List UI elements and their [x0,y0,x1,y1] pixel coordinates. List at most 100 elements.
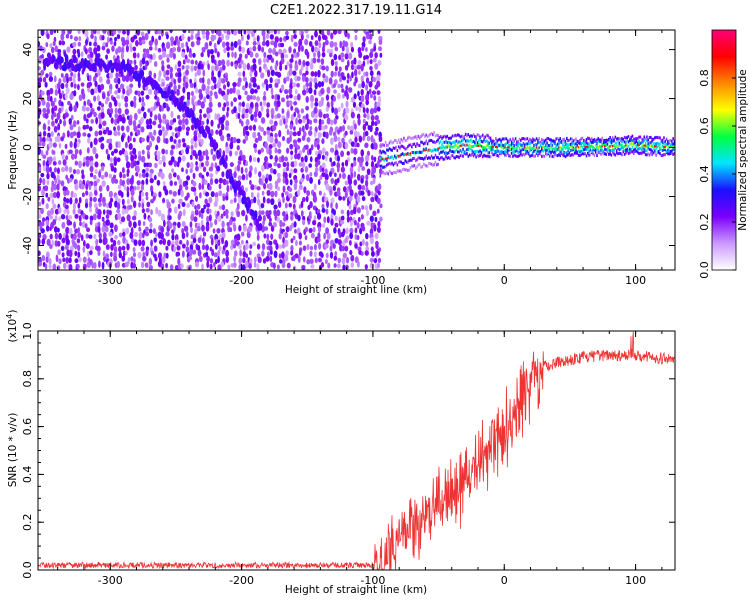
noise-speckle-1121 [173,139,177,144]
noise-speckle-364 [77,232,82,239]
carrier-mark-3667 [560,147,563,151]
noise-speckle-2518 [344,130,348,136]
carrier-mark-3090 [416,158,418,162]
carrier-mark-3290 [466,148,468,152]
noise-speckle-1721 [249,51,254,58]
carrier-mark-3936 [629,151,631,155]
noise-speckle-979 [153,245,158,252]
carrier-peak-2955 [382,158,384,161]
carrier-mark-4103 [669,138,672,142]
noise-speckle-2732 [369,257,374,263]
noise-speckle-904 [146,124,150,130]
noise-speckle-2625 [356,222,360,229]
noise-speckle-2224 [308,147,312,156]
noise-speckle-685 [117,198,121,204]
carrier-mark-3457 [506,139,509,143]
carrier-mark-4034 [652,137,655,141]
snr-xtick-label-2: -100 [360,574,385,587]
carrier-mark-3598 [542,138,544,142]
carrier-mark-2995 [392,163,395,167]
noise-speckle-916 [145,207,150,213]
noise-speckle-301 [68,257,72,264]
noise-speckle-302 [68,264,73,270]
noise-speckle-1549 [225,120,230,127]
carrier-mark-2975 [387,155,389,159]
noise-speckle-182 [56,135,61,143]
noise-speckle-2669 [366,58,370,65]
carrier-mark-3989 [642,146,644,150]
noise-speckle-2681 [366,135,371,142]
carrier-mark-3580 [538,140,541,144]
carrier-mark-3440 [502,144,505,148]
carrier-mark-3238 [453,145,455,149]
carrier-mark-3105 [420,156,422,160]
carrier-mark-3797 [593,148,596,152]
carrier-mark-3417 [497,154,500,158]
carrier-mark-4092 [667,142,669,146]
carrier-mark-3967 [636,147,639,151]
noise-speckle-1159 [177,188,181,196]
noise-speckle-1205 [185,58,191,64]
noise-speckle-716 [120,191,124,198]
carrier-mark-3938 [629,142,631,146]
carrier-mark-3905 [621,153,623,157]
noise-speckle-344 [77,71,81,79]
carrier-mark-3891 [617,146,619,150]
noise-speckle-1983 [280,84,285,92]
noise-speckle-2326 [321,138,325,145]
noise-speckle-738 [124,95,129,103]
noise-speckle-2517 [347,125,351,130]
carrier-mark-3010 [396,163,399,167]
noise-speckle-1017 [161,64,165,72]
track-mark-2844 [108,59,113,68]
carrier-mark-2960 [383,143,386,147]
noise-speckle-1658 [240,34,244,42]
carrier-mark-3581 [538,137,541,141]
noise-speckle-2571 [354,34,358,41]
noise-speckle-1527 [221,220,225,229]
noise-speckle-2687 [365,174,369,181]
noise-speckle-1090 [170,144,176,150]
carrier-mark-3524 [523,137,526,141]
noise-speckle-218 [61,153,65,160]
noise-speckle-992 [158,104,163,112]
carrier-mark-3549 [530,140,533,144]
noise-speckle-1516 [220,134,225,142]
noise-speckle-401 [84,48,88,55]
noise-speckle-1246 [191,99,195,106]
noise-speckle-2324 [321,125,326,131]
noise-speckle-1085 [170,110,174,119]
carrier-mark-3256 [458,155,460,159]
carrier-mark-3148 [430,162,433,166]
noise-speckle-1345 [201,77,205,84]
noise-speckle-2146 [300,33,304,41]
noise-speckle-2082 [294,63,299,71]
noise-speckle-660 [113,255,118,262]
carrier-mark-3346 [479,135,481,139]
noise-speckle-1868 [264,226,269,231]
noise-speckle-665 [116,55,120,61]
carrier-mark-3345 [479,137,481,141]
carrier-mark-3369 [485,148,488,152]
carrier-mark-3996 [643,138,646,142]
noise-speckle-1132 [173,245,176,253]
noise-speckle-750 [126,178,131,186]
carrier-mark-3187 [439,146,442,150]
carrier-mark-3479 [512,137,514,141]
carrier-mark-4030 [652,151,655,155]
noise-speckle-1372 [204,42,209,50]
carrier-mark-3523 [523,143,526,147]
noise-speckle-519 [99,192,103,199]
carrier-mark-3892 [617,144,619,148]
noise-speckle-686 [116,202,121,210]
carrier-mark-3616 [547,147,550,151]
carrier-mark-3824 [600,140,602,144]
noise-speckle-1964 [277,177,281,183]
noise-speckle-1507 [221,77,226,84]
carrier-mark-3199 [442,135,445,139]
noise-speckle-2091 [295,117,298,125]
noise-speckle-850 [137,219,142,227]
carrier-mark-3592 [541,138,543,142]
noise-speckle-824 [132,263,137,269]
noise-speckle-2730 [370,246,374,252]
